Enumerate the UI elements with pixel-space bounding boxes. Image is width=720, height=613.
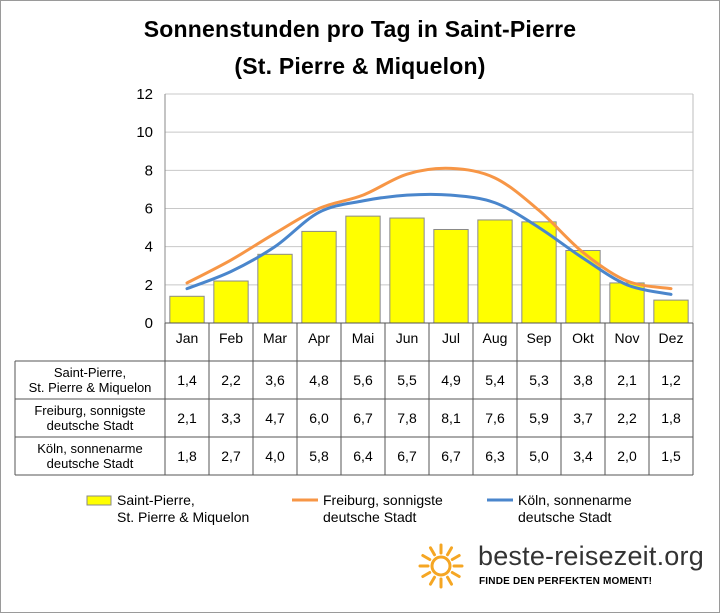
data-label: 6,7	[353, 410, 373, 426]
data-label: 6,7	[397, 448, 417, 464]
data-label: 8,1	[441, 410, 461, 426]
data-label: 2,0	[617, 448, 637, 464]
x-tick-label: Mar	[263, 330, 287, 346]
table-row-header: Köln, sonnenarme deutsche Stadt	[37, 441, 143, 471]
data-label: 6,3	[485, 448, 505, 464]
table-row-header: Freiburg, sonnigste deutsche Stadt	[34, 403, 145, 433]
table-row-header: Saint-Pierre, St. Pierre & Miquelon	[29, 365, 152, 395]
y-tick-label: 12	[136, 86, 153, 103]
x-tick-label: Aug	[483, 330, 508, 346]
data-label: 2,2	[221, 372, 241, 388]
bar	[169, 295, 205, 324]
data-label: 5,4	[485, 372, 505, 388]
x-tick-label: Mai	[352, 330, 375, 346]
bar	[301, 230, 337, 324]
bar	[653, 299, 689, 324]
data-label: 6,0	[309, 410, 329, 426]
x-tick-label: Okt	[572, 330, 594, 346]
data-label: 3,7	[573, 410, 593, 426]
x-tick-label: Jul	[442, 330, 460, 346]
data-label: 2,2	[617, 410, 637, 426]
x-tick-label: Apr	[308, 330, 330, 346]
x-tick-label: Jun	[396, 330, 419, 346]
data-label: 2,7	[221, 448, 241, 464]
brand-slogan: FINDE DEN PERFEKTEN MOMENT!	[479, 576, 653, 587]
bar	[389, 217, 425, 324]
data-label: 3,4	[573, 448, 593, 464]
bar	[433, 228, 469, 324]
data-label: 5,6	[353, 372, 373, 388]
data-label: 7,6	[485, 410, 505, 426]
data-label: 5,5	[397, 372, 417, 388]
data-label: 2,1	[617, 372, 637, 388]
data-label: 5,9	[529, 410, 549, 426]
data-label: 4,0	[265, 448, 285, 464]
data-label: 5,3	[529, 372, 549, 388]
y-tick-label: 6	[145, 201, 153, 218]
data-label: 3,8	[573, 372, 593, 388]
data-label: 1,8	[177, 448, 197, 464]
legend-label: Saint-Pierre, St. Pierre & Miquelon	[117, 492, 249, 525]
series-line-koeln	[185, 192, 673, 296]
bar	[213, 280, 249, 324]
bar	[477, 219, 513, 324]
sun-icon	[418, 543, 464, 589]
y-tick-label: 2	[145, 277, 153, 294]
bar	[257, 253, 293, 324]
data-label: 4,8	[309, 372, 329, 388]
data-label: 1,5	[661, 448, 681, 464]
data-label: 2,1	[177, 410, 197, 426]
chart-title: Sonnenstunden pro Tag in Saint-Pierre	[143, 16, 577, 42]
data-label: 6,4	[353, 448, 373, 464]
data-label: 1,2	[661, 372, 681, 388]
data-label: 4,7	[265, 410, 285, 426]
y-tick-label: 0	[145, 315, 153, 332]
x-tick-label: Sep	[527, 330, 552, 346]
chart-subtitle: (St. Pierre & Miquelon)	[234, 53, 486, 79]
data-label: 6,7	[441, 448, 461, 464]
legend-swatch-bar	[86, 495, 112, 506]
data-label: 3,6	[265, 372, 285, 388]
x-tick-label: Jan	[176, 330, 199, 346]
x-tick-label: Feb	[219, 330, 243, 346]
series-line-freiburg	[185, 166, 673, 291]
y-tick-label: 4	[145, 239, 153, 256]
x-tick-label: Dez	[659, 330, 684, 346]
bar	[345, 215, 381, 324]
data-label: 1,8	[661, 410, 681, 426]
data-label: 4,9	[441, 372, 461, 388]
bar	[521, 221, 557, 324]
x-tick-label: Nov	[615, 330, 640, 346]
brand-name[interactable]: beste-reisezeit.org	[478, 541, 704, 571]
data-label: 3,3	[221, 410, 241, 426]
y-tick-label: 10	[136, 124, 153, 141]
legend-label: Köln, sonnenarme deutsche Stadt	[518, 492, 632, 525]
y-tick-label: 8	[145, 162, 153, 179]
data-label: 5,0	[529, 448, 549, 464]
data-label: 1,4	[177, 372, 197, 388]
legend-label: Freiburg, sonnigste deutsche Stadt	[323, 492, 443, 525]
data-label: 5,8	[309, 448, 329, 464]
data-label: 7,8	[397, 410, 417, 426]
